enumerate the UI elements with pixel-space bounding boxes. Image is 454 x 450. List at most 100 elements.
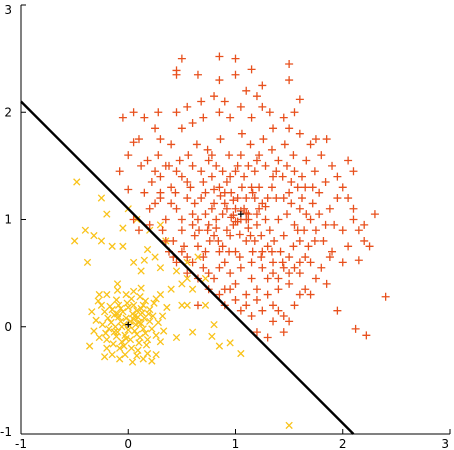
x-marker-point xyxy=(73,178,81,186)
plus-marker-point xyxy=(247,113,256,122)
x-marker-point xyxy=(108,305,116,314)
plus-marker-point xyxy=(140,188,149,197)
plus-marker-point xyxy=(333,194,342,203)
plus-marker-point xyxy=(362,331,371,340)
plus-marker-point xyxy=(172,167,181,176)
plus-marker-point xyxy=(248,188,257,197)
plus-marker-point xyxy=(306,215,315,224)
y-tick-label: 2 xyxy=(4,105,12,119)
plus-marker-point xyxy=(255,183,264,192)
x-marker-point xyxy=(90,327,98,335)
plus-marker-point xyxy=(203,145,212,154)
x-marker-point xyxy=(131,312,139,320)
x-marker-point xyxy=(146,305,154,314)
plus-marker-point xyxy=(279,194,288,203)
x-marker-point xyxy=(114,301,123,309)
x-marker-point xyxy=(137,304,145,313)
plus-marker-point xyxy=(301,183,310,192)
plus-marker-point xyxy=(274,215,283,224)
plus-marker-point xyxy=(177,226,186,235)
plus-marker-point xyxy=(278,172,287,181)
plus-marker-point xyxy=(267,183,276,192)
plus-marker-point xyxy=(199,263,208,272)
plus-marker-point xyxy=(118,113,127,122)
plus-marker-point xyxy=(247,312,256,321)
plus-marker-point xyxy=(212,215,221,224)
plus-marker-point xyxy=(129,138,138,147)
plus-marker-point xyxy=(311,274,320,283)
cluster-center-marker xyxy=(125,321,132,328)
x-marker-point xyxy=(98,320,107,329)
plus-marker-point xyxy=(269,269,278,278)
plus-marker-point xyxy=(258,247,267,256)
x-marker-point xyxy=(133,307,141,315)
plus-marker-point xyxy=(161,236,170,245)
x-marker-point xyxy=(85,342,94,350)
plus-marker-point xyxy=(338,258,347,267)
plus-marker-point xyxy=(158,226,167,235)
x-marker-point xyxy=(124,303,132,312)
plus-marker-point xyxy=(328,247,337,256)
x-marker-point xyxy=(90,231,98,240)
x-marker-point xyxy=(129,287,138,296)
plus-marker-point xyxy=(282,210,291,219)
x-marker-point xyxy=(154,318,162,327)
plus-marker-point xyxy=(134,226,143,235)
x-marker-point xyxy=(125,322,133,330)
plus-marker-point xyxy=(282,161,291,170)
plus-marker-point xyxy=(351,324,360,333)
plus-marker-point xyxy=(258,263,267,272)
plus-marker-point xyxy=(222,204,231,213)
plus-marker-point xyxy=(220,97,229,106)
plus-marker-point xyxy=(325,204,334,213)
plus-marker-point xyxy=(199,177,208,186)
plus-marker-point xyxy=(267,247,276,256)
plus-marker-point xyxy=(210,231,219,240)
plus-marker-point xyxy=(129,108,138,117)
plus-marker-point xyxy=(147,177,156,186)
x-marker-point xyxy=(210,320,218,329)
y-tick-label: -1 xyxy=(0,425,12,439)
x-marker-point xyxy=(122,314,130,322)
x-marker-point xyxy=(208,332,216,341)
plus-marker-point xyxy=(252,285,261,294)
x-marker-point xyxy=(137,284,145,292)
plus-marker-point xyxy=(274,274,283,283)
x-marker-point xyxy=(110,328,118,336)
plus-marker-point xyxy=(233,194,242,203)
plus-marker-point xyxy=(197,194,206,203)
plus-marker-point xyxy=(279,231,288,240)
plus-marker-point xyxy=(226,231,235,240)
plus-marker-point xyxy=(285,188,294,197)
plus-marker-point xyxy=(161,161,170,170)
plus-marker-point xyxy=(310,167,319,176)
x-marker-point xyxy=(127,295,136,303)
plus-marker-point xyxy=(315,188,324,197)
plus-marker-point xyxy=(349,204,358,213)
plus-marker-point xyxy=(207,172,216,181)
plus-marker-point xyxy=(233,161,242,170)
x-marker-point xyxy=(104,314,112,322)
plus-marker-point xyxy=(151,124,160,133)
x-marker-point xyxy=(143,335,152,344)
plus-marker-point xyxy=(212,161,221,170)
x-marker-point xyxy=(103,335,111,344)
plus-marker-point xyxy=(231,204,240,213)
plus-marker-point xyxy=(177,124,186,133)
x-marker-point xyxy=(142,341,151,349)
x-marker-point xyxy=(113,328,122,336)
decision-boundary-line xyxy=(20,100,355,435)
x-marker-point xyxy=(100,308,109,316)
x-marker-point xyxy=(143,349,152,358)
plus-marker-point xyxy=(186,183,195,192)
plus-marker-point xyxy=(279,312,288,321)
x-marker-point xyxy=(140,314,148,322)
x-marker-point xyxy=(118,338,126,346)
plus-marker-point xyxy=(183,177,192,186)
x-marker-point xyxy=(215,342,224,350)
plus-marker-point xyxy=(183,253,192,262)
plus-marker-point xyxy=(250,167,259,176)
plus-marker-point xyxy=(240,172,249,181)
plus-marker-point xyxy=(201,188,210,197)
x-marker-point xyxy=(141,329,150,337)
